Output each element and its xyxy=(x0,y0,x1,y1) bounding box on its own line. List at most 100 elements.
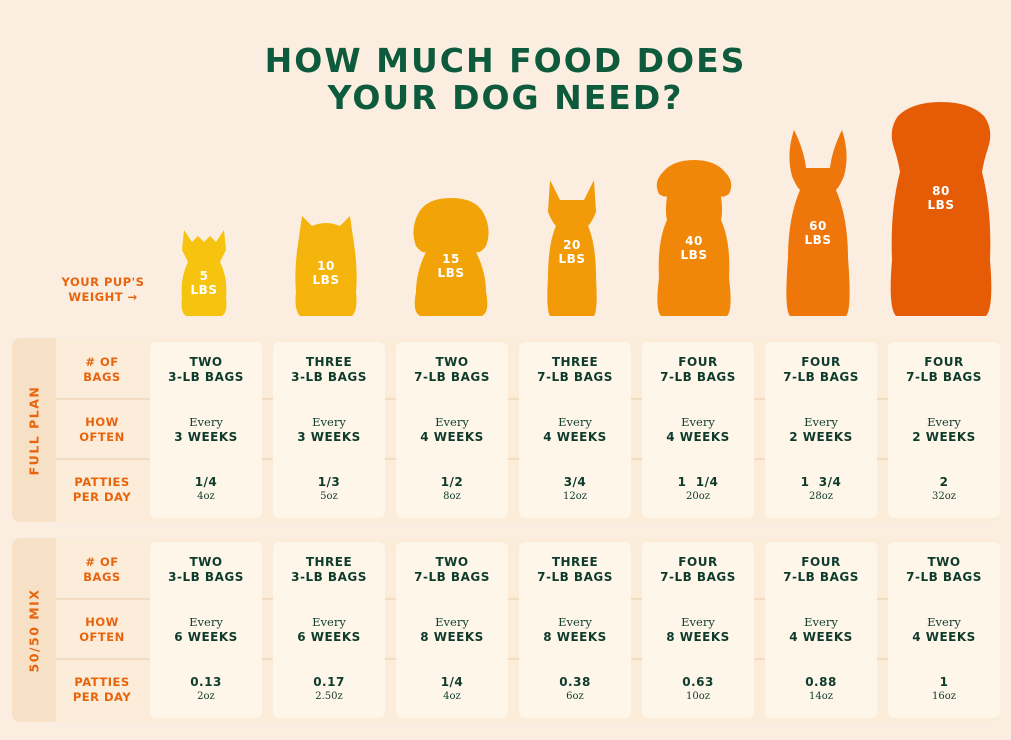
often-every: Every xyxy=(312,615,346,629)
bags-label-line-1: # OF xyxy=(85,355,119,369)
dog-80lbs-unit: LBS xyxy=(927,198,955,212)
often-interval: 4 WEEKS xyxy=(420,430,484,444)
patties-ounces: 2.50z xyxy=(315,691,343,702)
bags-count: FOUR xyxy=(924,355,964,369)
bags-cell: FOUR 7-LB BAGS xyxy=(888,355,1000,385)
full-plan-bags-label: # OF BAGS xyxy=(56,355,148,385)
patties-ounces: 32oz xyxy=(931,491,956,502)
bags-count: FOUR xyxy=(801,555,841,569)
patties-label-line-1: PATTIES xyxy=(74,475,130,489)
dog-5lbs: 5 LBS xyxy=(176,226,232,318)
patties-label-line-2: PER DAY xyxy=(72,490,132,504)
bags-size: 7-LB BAGS xyxy=(537,570,613,584)
mix-plan-column: FOUR 7-LB BAGS Every 4 WEEKS 0.88 14oz xyxy=(765,542,877,718)
full-plan-column: TWO 3-LB BAGS Every 3 WEEKS 1/4 4oz xyxy=(150,342,262,518)
weight-label-line-1: YOUR PUP'S xyxy=(61,275,145,289)
dog-5lbs-unit: LBS xyxy=(190,283,218,297)
often-cell: Every 6 WEEKS xyxy=(273,615,385,645)
bags-count: THREE xyxy=(305,355,353,369)
patties-amount: 0.88 xyxy=(805,675,837,689)
patties-cell: 3/4 12oz xyxy=(519,475,631,504)
patties-cell: 0.13 2oz xyxy=(150,675,262,704)
often-cell: Every 8 WEEKS xyxy=(396,615,508,645)
mix-plan-column: THREE 3-LB BAGS Every 6 WEEKS 0.17 2.50z xyxy=(273,542,385,718)
title-line-2: YOUR DOG NEED? xyxy=(327,78,684,117)
bags-count: TWO xyxy=(189,355,223,369)
dog-80lbs: 80 LBS xyxy=(888,100,994,318)
bags-size: 7-LB BAGS xyxy=(660,570,736,584)
patties-amount: 0.38 xyxy=(559,675,591,689)
dog-60lbs: 60 LBS xyxy=(784,128,852,318)
dog-15lbs: 15 LBS xyxy=(410,196,492,318)
often-every: Every xyxy=(435,415,469,429)
often-interval: 8 WEEKS xyxy=(543,630,607,644)
full-plan-column: THREE 7-LB BAGS Every 4 WEEKS 3/4 12oz xyxy=(519,342,631,518)
patties-ounces: 4oz xyxy=(443,691,461,702)
bags-size: 3-LB BAGS xyxy=(168,570,244,584)
title-line-1: HOW MUCH FOOD DOES xyxy=(264,41,747,80)
bags-cell: FOUR 7-LB BAGS xyxy=(642,355,754,385)
patties-amount: 1/3 xyxy=(317,475,341,489)
patties-ounces: 12oz xyxy=(562,491,587,502)
often-every: Every xyxy=(189,415,223,429)
bags-count: TWO xyxy=(189,555,223,569)
often-cell: Every 4 WEEKS xyxy=(642,415,754,445)
bags-size: 7-LB BAGS xyxy=(537,370,613,384)
often-cell: Every 4 WEEKS xyxy=(396,415,508,445)
patties-amount: 1/2 xyxy=(440,475,464,489)
weight-label-line-2: WEIGHT → xyxy=(68,290,138,304)
dog-5lbs-value: 5 xyxy=(199,269,209,283)
mix-plan-column: THREE 7-LB BAGS Every 8 WEEKS 0.38 6oz xyxy=(519,542,631,718)
often-cell: Every 3 WEEKS xyxy=(150,415,262,445)
patties-ounces: 5oz xyxy=(320,491,338,502)
mix-plan-label-text: 50/50 MIX xyxy=(26,588,42,672)
bags-count: TWO xyxy=(435,355,469,369)
page-title: HOW MUCH FOOD DOES YOUR DOG NEED? xyxy=(0,42,1011,116)
often-every: Every xyxy=(927,415,961,429)
often-every: Every xyxy=(558,415,592,429)
often-every: Every xyxy=(804,615,838,629)
dog-15lbs-unit: LBS xyxy=(437,266,465,280)
bags-cell: FOUR 7-LB BAGS xyxy=(765,355,877,385)
patties-ounces: 16oz xyxy=(931,691,956,702)
bags-count: FOUR xyxy=(678,555,718,569)
mix-plan-bags-label: # OF BAGS xyxy=(56,555,148,585)
often-interval: 2 WEEKS xyxy=(789,430,853,444)
full-plan-column: FOUR 7-LB BAGS Every 2 WEEKS 1 3/4 28oz xyxy=(765,342,877,518)
patties-amount: 1 3/4 xyxy=(800,475,842,489)
bags-count: FOUR xyxy=(801,355,841,369)
bags-cell: FOUR 7-LB BAGS xyxy=(642,555,754,585)
patties-label-line-1: PATTIES xyxy=(74,675,130,689)
patties-ounces: 28oz xyxy=(808,491,833,502)
bags-label-line-2: BAGS xyxy=(83,570,121,584)
often-label-line-1: HOW xyxy=(85,615,119,629)
often-every: Every xyxy=(435,615,469,629)
bags-size: 7-LB BAGS xyxy=(783,370,859,384)
full-plan-column: THREE 3-LB BAGS Every 3 WEEKS 1/3 5oz xyxy=(273,342,385,518)
often-interval: 4 WEEKS xyxy=(789,630,853,644)
often-cell: Every 8 WEEKS xyxy=(642,615,754,645)
bags-count: FOUR xyxy=(678,355,718,369)
bags-size: 3-LB BAGS xyxy=(291,570,367,584)
often-label-line-2: OFTEN xyxy=(79,630,125,644)
patties-ounces: 6oz xyxy=(566,691,584,702)
often-cell: Every 4 WEEKS xyxy=(765,615,877,645)
often-cell: Every 6 WEEKS xyxy=(150,615,262,645)
often-every: Every xyxy=(927,615,961,629)
often-label-line-1: HOW xyxy=(85,415,119,429)
patties-amount: 1/4 xyxy=(194,475,218,489)
often-cell: Every 2 WEEKS xyxy=(888,415,1000,445)
mix-plan-column: TWO 7-LB BAGS Every 8 WEEKS 1/4 4oz xyxy=(396,542,508,718)
bags-count: THREE xyxy=(551,355,599,369)
full-plan-label-text: FULL PLAN xyxy=(26,385,42,475)
dog-80lbs-icon xyxy=(890,102,992,316)
patties-ounces: 10oz xyxy=(685,691,710,702)
bags-size: 7-LB BAGS xyxy=(783,570,859,584)
dog-80lbs-value: 80 xyxy=(932,184,950,198)
bags-count: TWO xyxy=(435,555,469,569)
full-plan-column: FOUR 7-LB BAGS Every 4 WEEKS 1 1/4 20oz xyxy=(642,342,754,518)
patties-cell: 0.88 14oz xyxy=(765,675,877,704)
patties-label-line-2: PER DAY xyxy=(72,690,132,704)
weight-label: YOUR PUP'S WEIGHT → xyxy=(48,275,158,305)
full-plan-column: FOUR 7-LB BAGS Every 2 WEEKS 2 32oz xyxy=(888,342,1000,518)
